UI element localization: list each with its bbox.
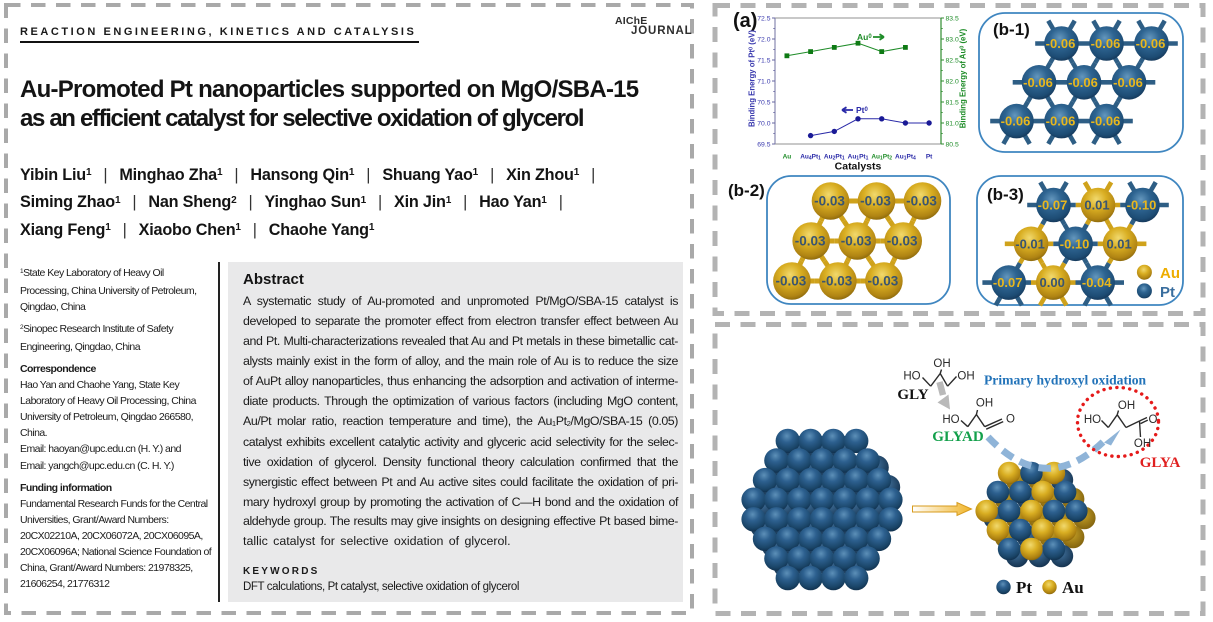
svg-text:Primary hydroxyl oxidation: Primary hydroxyl oxidation (984, 373, 1147, 388)
svg-text:81.5: 81.5 (946, 99, 959, 106)
svg-text:Au2Pt1: Au2Pt1 (824, 154, 845, 162)
svg-text:-0.06: -0.06 (1068, 75, 1098, 90)
svg-text:GLY: GLY (897, 387, 928, 403)
svg-text:(a): (a) (733, 10, 757, 32)
svg-text:Au: Au (1160, 265, 1180, 282)
svg-text:-0.06: -0.06 (1023, 75, 1053, 90)
svg-text:69.5: 69.5 (757, 141, 770, 148)
svg-text:-0.03: -0.03 (841, 234, 872, 249)
svg-text:Au1Pt2: Au1Pt2 (871, 154, 892, 162)
svg-text:Au4Pt1: Au4Pt1 (800, 154, 821, 162)
svg-text:-0.10: -0.10 (1060, 236, 1090, 251)
svg-text:72.0: 72.0 (757, 36, 770, 43)
svg-text:-0.07: -0.07 (993, 275, 1023, 290)
svg-text:-0.03: -0.03 (795, 234, 826, 249)
svg-text:Au0: Au0 (857, 32, 872, 42)
svg-text:0.01: 0.01 (1084, 198, 1109, 213)
svg-text:71.0: 71.0 (757, 78, 770, 85)
svg-text:GLYA: GLYA (1140, 455, 1181, 471)
svg-text:82.0: 82.0 (946, 78, 959, 85)
svg-text:O: O (1149, 414, 1158, 426)
svg-text:-0.03: -0.03 (776, 274, 807, 289)
svg-text:Pt: Pt (926, 154, 933, 161)
svg-text:HO: HO (903, 371, 920, 383)
svg-text:-0.06: -0.06 (1001, 114, 1031, 129)
svg-text:Binding Energy of Au0 (eV): Binding Energy of Au0 (eV) (959, 28, 968, 128)
svg-text:70.0: 70.0 (757, 120, 770, 127)
svg-text:O: O (1006, 414, 1015, 426)
svg-text:Pt: Pt (1160, 284, 1175, 301)
svg-text:-0.03: -0.03 (814, 194, 845, 209)
svg-text:-0.04: -0.04 (1082, 275, 1112, 290)
svg-text:Pt: Pt (1016, 578, 1032, 597)
svg-text:HO: HO (1084, 414, 1101, 426)
svg-text:-0.03: -0.03 (822, 274, 853, 289)
svg-text:-0.10: -0.10 (1127, 198, 1157, 213)
svg-text:83.0: 83.0 (946, 36, 959, 43)
svg-text:HO: HO (942, 414, 959, 426)
svg-text:-0.06: -0.06 (1046, 114, 1076, 129)
svg-text:OH: OH (933, 358, 950, 370)
svg-text:OH: OH (1118, 400, 1135, 412)
svg-text:(b-3): (b-3) (987, 185, 1024, 204)
svg-text:-0.06: -0.06 (1136, 36, 1166, 51)
svg-text:(b-2): (b-2) (728, 181, 765, 200)
svg-text:Au1Pt4: Au1Pt4 (895, 154, 916, 162)
svg-text:-0.03: -0.03 (906, 194, 937, 209)
svg-text:-0.03: -0.03 (868, 274, 899, 289)
svg-text:-0.01: -0.01 (1015, 236, 1045, 251)
svg-text:-0.06: -0.06 (1113, 75, 1143, 90)
svg-text:0.01: 0.01 (1106, 236, 1131, 251)
svg-text:72.5: 72.5 (757, 15, 770, 22)
svg-text:82.5: 82.5 (946, 57, 959, 64)
svg-text:0.00: 0.00 (1040, 275, 1065, 290)
svg-text:OH: OH (1134, 438, 1151, 450)
svg-text:81.0: 81.0 (946, 120, 959, 127)
svg-text:Catalysts: Catalysts (835, 161, 882, 173)
svg-text:-0.03: -0.03 (860, 194, 891, 209)
svg-text:OH: OH (957, 371, 974, 383)
svg-text:-0.06: -0.06 (1091, 114, 1121, 129)
svg-text:Binding Energy of Pt0 (eV): Binding Energy of Pt0 (eV) (748, 30, 757, 127)
svg-text:-0.06: -0.06 (1046, 36, 1076, 51)
svg-text:Au: Au (1062, 578, 1084, 597)
svg-text:-0.07: -0.07 (1038, 198, 1068, 213)
svg-text:70.5: 70.5 (757, 99, 770, 106)
svg-text:OH: OH (976, 398, 993, 410)
svg-text:Pt0: Pt0 (856, 105, 869, 115)
svg-text:GLYAD: GLYAD (932, 429, 984, 445)
svg-text:Au1Pt1: Au1Pt1 (848, 154, 869, 162)
svg-text:(b-1): (b-1) (993, 20, 1030, 39)
svg-text:-0.06: -0.06 (1091, 36, 1121, 51)
svg-text:71.5: 71.5 (757, 57, 770, 64)
svg-text:Au: Au (783, 154, 792, 161)
svg-text:83.5: 83.5 (946, 15, 959, 22)
svg-text:-0.03: -0.03 (887, 234, 918, 249)
svg-text:80.5: 80.5 (946, 141, 959, 148)
